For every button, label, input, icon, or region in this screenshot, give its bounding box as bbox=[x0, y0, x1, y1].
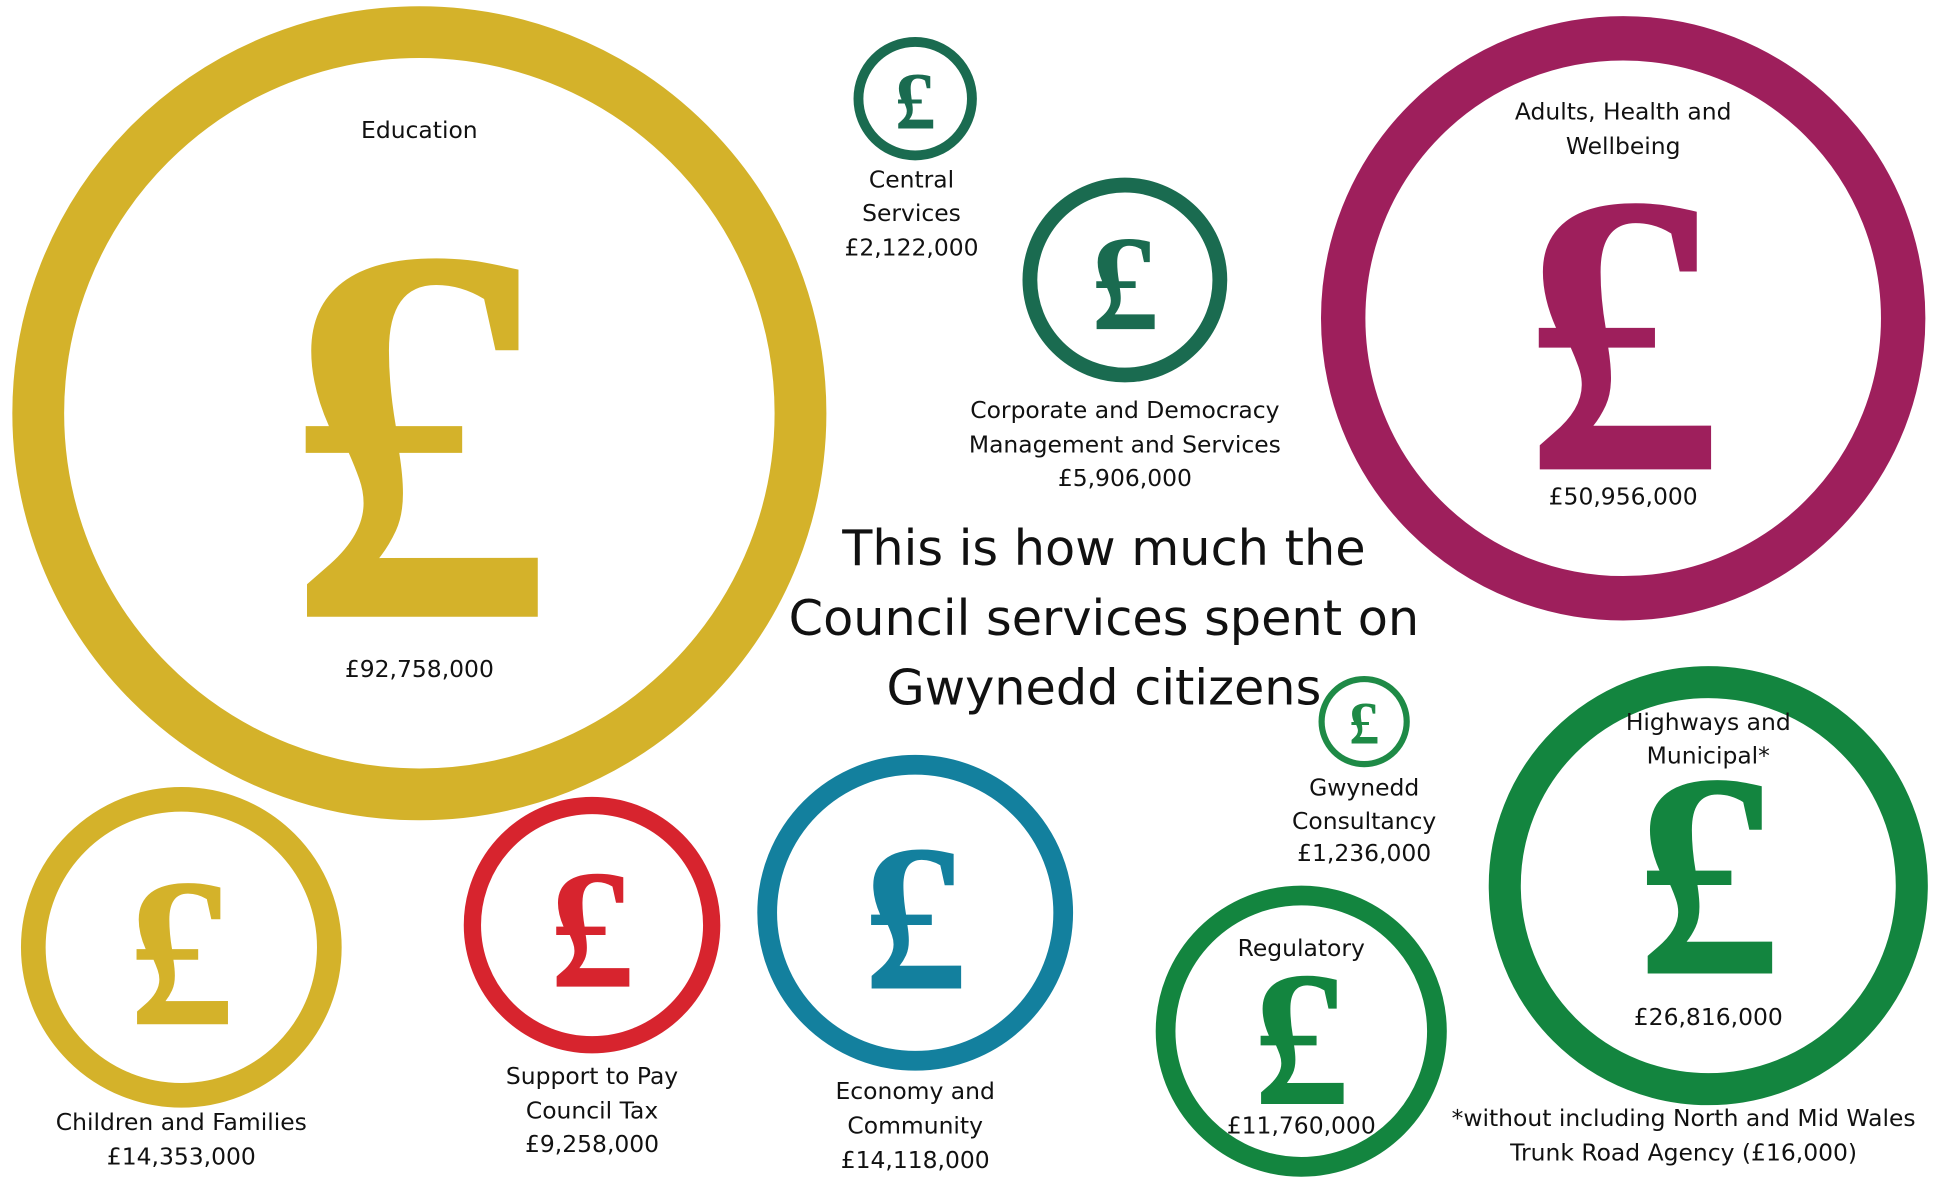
service-ring bbox=[20, 786, 342, 1108]
service-ring bbox=[1318, 675, 1410, 768]
pound-icon: £ bbox=[284, 136, 555, 735]
service-name: Highways and bbox=[1626, 708, 1791, 736]
service-ring bbox=[1320, 16, 1926, 621]
service-name: Regulatory bbox=[1238, 934, 1365, 962]
title: This is how much the bbox=[841, 519, 1365, 577]
service-name: Support to Pay bbox=[506, 1062, 678, 1090]
service-name: Adults, Health and bbox=[1515, 98, 1732, 126]
service-ring bbox=[1022, 177, 1228, 383]
service-ring bbox=[463, 796, 721, 1054]
service-name: Community bbox=[847, 1112, 983, 1140]
pound-icon: £ bbox=[1635, 714, 1781, 1037]
service-amount: £50,956,000 bbox=[1549, 483, 1698, 511]
service-name: Consultancy bbox=[1292, 807, 1436, 835]
pound-icon: £ bbox=[549, 835, 634, 1024]
service-name: Wellbeing bbox=[1566, 132, 1681, 160]
service-amount: £14,118,000 bbox=[841, 1146, 990, 1174]
service-amount: £2,122,000 bbox=[844, 233, 978, 261]
service-name: Municipal* bbox=[1647, 742, 1771, 770]
service-name: Management and Services bbox=[969, 431, 1281, 459]
service-amount: £11,760,000 bbox=[1227, 1112, 1376, 1140]
service-name: Council Tax bbox=[526, 1097, 658, 1125]
service-amount: £5,906,000 bbox=[1058, 464, 1192, 492]
service-name: Education bbox=[361, 116, 478, 144]
service-amount: £26,816,000 bbox=[1634, 1003, 1783, 1031]
title: Gwynedd citizens bbox=[887, 658, 1322, 716]
service-name: Central bbox=[869, 166, 954, 194]
service-amount: £1,236,000 bbox=[1297, 839, 1431, 867]
pound-icon: £ bbox=[1523, 111, 1724, 556]
service-name: Services bbox=[862, 199, 961, 227]
service-amount: £9,258,000 bbox=[525, 1130, 659, 1158]
service-name: Economy and bbox=[836, 1077, 995, 1105]
service-amount: £92,758,000 bbox=[345, 655, 494, 683]
service-ring bbox=[757, 754, 1074, 1071]
service-ring bbox=[1488, 666, 1928, 1106]
pound-icon: £ bbox=[863, 803, 968, 1035]
pound-icon: £ bbox=[1091, 209, 1159, 359]
footnote: Trunk Road Agency (£16,000) bbox=[1509, 1139, 1857, 1167]
service-ring bbox=[853, 37, 977, 161]
service-name: Corporate and Democracy bbox=[970, 396, 1279, 424]
service-ring bbox=[12, 6, 827, 821]
service-amount: £14,353,000 bbox=[107, 1142, 256, 1170]
pound-icon: £ bbox=[128, 835, 235, 1071]
service-name: Children and Families bbox=[56, 1108, 307, 1136]
pound-icon: £ bbox=[1253, 932, 1350, 1146]
pound-icon: £ bbox=[895, 55, 936, 146]
service-name: Gwynedd bbox=[1309, 774, 1419, 802]
title: Council services spent on bbox=[789, 589, 1420, 647]
pound-icon: £ bbox=[1349, 690, 1379, 757]
footnote: *without including North and Mid Wales bbox=[1452, 1104, 1916, 1132]
service-ring bbox=[1155, 885, 1447, 1177]
